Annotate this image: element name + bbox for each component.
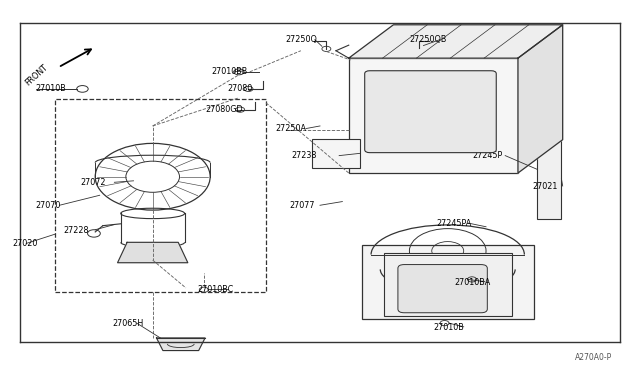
Bar: [55, 99, 266, 292]
FancyBboxPatch shape: [398, 264, 487, 313]
Bar: [312, 138, 360, 168]
Text: 27010B: 27010B: [36, 84, 67, 93]
Text: 27010BC: 27010BC: [197, 285, 234, 294]
Bar: [362, 245, 534, 320]
Text: 27077: 27077: [289, 201, 315, 210]
Text: 27020: 27020: [12, 239, 38, 248]
Text: 27080GD: 27080GD: [205, 105, 243, 114]
Text: 27080: 27080: [227, 84, 253, 93]
Text: 27010B: 27010B: [434, 323, 465, 332]
Text: 27238: 27238: [291, 151, 317, 160]
Polygon shape: [118, 242, 188, 263]
Text: 27070: 27070: [36, 201, 61, 210]
Text: 27021: 27021: [532, 182, 557, 190]
Text: 27245P: 27245P: [472, 151, 502, 160]
Bar: [537, 134, 561, 219]
Polygon shape: [157, 338, 205, 350]
Bar: [349, 58, 518, 173]
Text: 27010BA: 27010BA: [454, 278, 490, 287]
FancyBboxPatch shape: [365, 71, 496, 153]
Text: 27010BB: 27010BB: [211, 67, 248, 76]
Text: FRONT: FRONT: [24, 62, 50, 87]
Text: A270A0-P: A270A0-P: [575, 353, 612, 362]
Text: 27250QB: 27250QB: [410, 35, 447, 44]
Polygon shape: [518, 25, 563, 173]
Text: 27072: 27072: [81, 178, 106, 187]
Text: 27245PA: 27245PA: [436, 219, 472, 228]
Polygon shape: [349, 25, 563, 58]
Text: 27065H: 27065H: [113, 319, 144, 328]
Text: 27250A: 27250A: [275, 124, 307, 133]
Bar: [384, 253, 511, 317]
Text: 27250Q: 27250Q: [285, 35, 317, 44]
Text: 27228: 27228: [63, 226, 89, 235]
